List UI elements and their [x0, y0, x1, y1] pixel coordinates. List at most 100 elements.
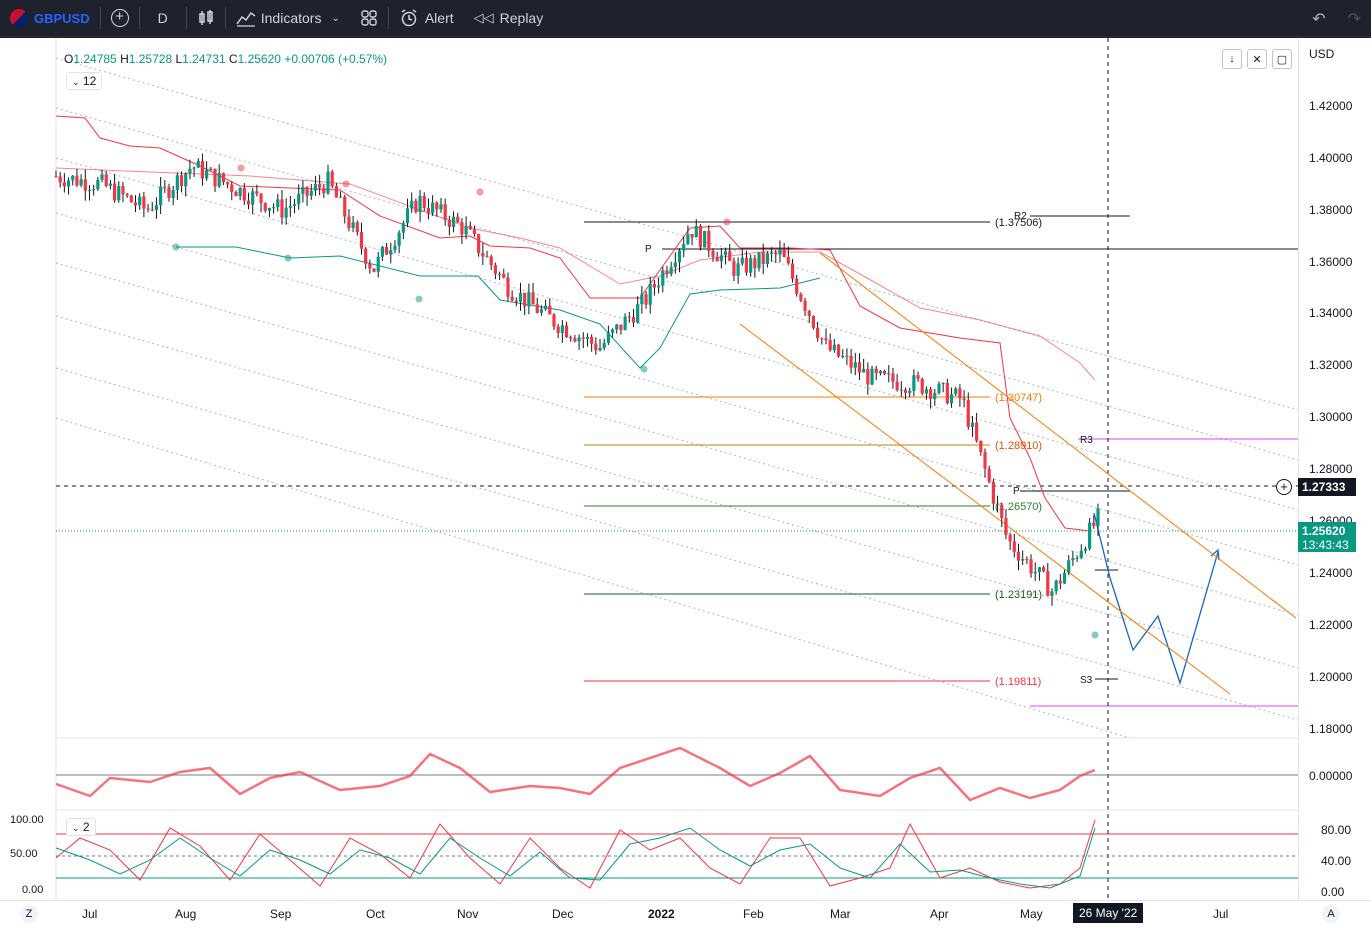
symbol-label: GBPUSD — [34, 10, 90, 26]
candle-body — [418, 195, 422, 213]
candle-body — [995, 503, 1000, 505]
candle-body — [518, 292, 523, 302]
candle-body — [405, 208, 410, 224]
candle-body — [502, 273, 506, 278]
time-axis[interactable]: Z Jul Aug Sep Oct Nov Dec 2022 Feb Mar A… — [0, 900, 1371, 928]
candle-body — [824, 338, 828, 341]
candle-body — [933, 393, 937, 399]
candle-body — [188, 168, 192, 174]
candle-body — [828, 340, 832, 351]
candle-body — [707, 230, 711, 251]
candle-body — [715, 256, 719, 262]
flag-icon — [10, 9, 28, 27]
auto-scale-icon[interactable]: A — [1322, 905, 1340, 923]
candle-body — [690, 234, 694, 238]
svg-text:R3: R3 — [1080, 435, 1093, 446]
candle-body — [644, 294, 648, 305]
osc2-line-red — [55, 819, 1096, 889]
candle-body — [146, 208, 150, 210]
candle-body — [874, 368, 878, 374]
candle-body — [774, 253, 778, 255]
interval-button[interactable]: D — [140, 0, 186, 37]
candle-body — [485, 256, 489, 258]
candle-body — [58, 176, 62, 183]
candle-body — [749, 258, 753, 273]
candle-body — [832, 344, 836, 351]
candle-body — [397, 232, 401, 246]
candle-body — [937, 383, 941, 394]
zoom-reset-icon[interactable]: Z — [20, 905, 38, 923]
symbol-search[interactable]: GBPUSD — [0, 0, 100, 37]
trend-channel-lower — [739, 323, 1231, 695]
compare-button[interactable]: + — [101, 0, 139, 37]
forecast-path — [1093, 512, 1219, 686]
indicators-button[interactable]: Indicators ⌄ — [226, 0, 350, 37]
candle-body — [1008, 534, 1012, 542]
candle-body — [1025, 559, 1029, 561]
maximize-icon[interactable]: ▢ — [1272, 49, 1292, 69]
replay-button[interactable]: ◁◁ Replay — [464, 0, 554, 37]
fib-label: (1.23191) — [995, 589, 1042, 601]
candle-body — [108, 183, 113, 186]
candle-body — [765, 253, 770, 265]
candle-body — [841, 356, 845, 358]
candle-body — [878, 370, 882, 374]
candle-body — [343, 196, 347, 217]
grid-icon — [361, 10, 377, 26]
candle-body — [1096, 508, 1100, 526]
candle-body — [179, 175, 184, 187]
candle-body — [719, 255, 723, 262]
candle-body — [112, 183, 117, 201]
crosshair-price-tag: 1.27333 — [1298, 478, 1356, 496]
rewind-icon: ◁◁ — [473, 10, 494, 25]
candle-body — [1054, 580, 1058, 592]
candle-body — [853, 362, 857, 368]
change-value: +0.00706 (+0.57%) — [284, 52, 388, 66]
undo-icon[interactable]: ↶ — [1312, 10, 1326, 28]
redo-icon[interactable]: ↷ — [1347, 10, 1361, 28]
candle-body — [790, 263, 795, 279]
candle-body — [544, 305, 548, 310]
candle-body — [682, 244, 686, 251]
chart-type-button[interactable] — [187, 0, 225, 37]
fib-label: (1.28910) — [995, 440, 1042, 452]
candle-body — [807, 310, 811, 316]
chart-canvas[interactable]: (1.37506) (1.30747) (1.28910) (1.26570) … — [0, 38, 1298, 900]
candle-body — [606, 332, 610, 343]
alert-button[interactable]: Alert — [389, 0, 464, 37]
chevron-down-icon: ⌄ — [72, 823, 80, 833]
candle-body — [510, 296, 514, 301]
pivot-lines: P R2 R3 P S3 — [645, 211, 1298, 707]
collapse-icon[interactable]: ✕ — [1247, 49, 1267, 69]
candle-body — [184, 173, 188, 187]
candle-body — [640, 294, 644, 305]
chevron-down-icon: ⌄ — [331, 12, 340, 24]
price-axis[interactable]: USD 1.42000 1.40000 1.38000 1.36000 1.34… — [1298, 38, 1371, 900]
candle-body — [297, 193, 301, 205]
arrow-down-icon[interactable]: ↓ — [1222, 49, 1242, 69]
chart-area[interactable]: (1.37506) (1.30747) (1.28910) (1.26570) … — [0, 38, 1371, 900]
candle-body — [816, 327, 820, 339]
candle-body — [414, 200, 418, 213]
candle-body — [703, 230, 707, 248]
candle-body — [372, 268, 376, 272]
candle-body — [347, 216, 351, 229]
candle-body — [916, 375, 920, 379]
candle-body — [163, 186, 167, 188]
add-plus-icon[interactable]: + — [1276, 479, 1292, 495]
osc2-collapse-toggle[interactable]: ⌄ 2 — [66, 818, 96, 836]
candle-body — [142, 196, 146, 209]
candle-body — [602, 342, 606, 348]
candle-body — [531, 292, 535, 305]
indicator-collapse-toggle[interactable]: ⌄ 12 — [66, 72, 103, 90]
candle-body — [305, 186, 309, 196]
candle-body — [882, 370, 887, 374]
layout-button[interactable] — [350, 0, 388, 37]
candle-body — [280, 199, 284, 218]
candle-body — [975, 422, 979, 441]
candle-body — [744, 257, 749, 273]
candle-body — [464, 225, 468, 235]
candle-body — [849, 355, 853, 368]
svg-text:R2: R2 — [1014, 211, 1027, 222]
candle-body — [962, 398, 966, 401]
